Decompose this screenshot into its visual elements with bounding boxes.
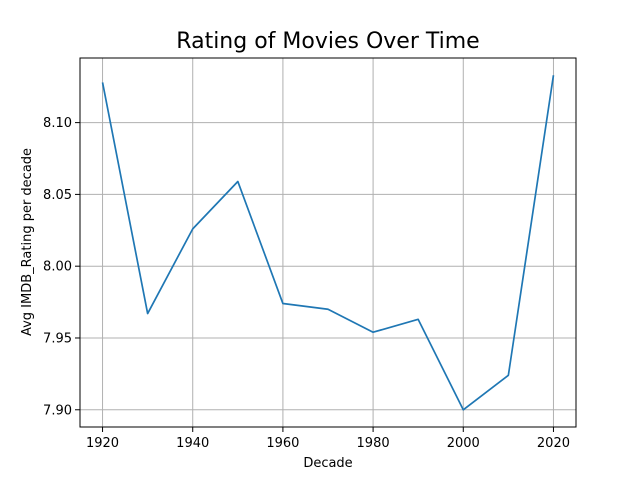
chart-title: Rating of Movies Over Time [176,29,479,54]
x-tick-label: 1960 [266,436,299,451]
x-axis-label: Decade [303,456,352,471]
y-tick-label: 8.10 [43,116,72,131]
y-tick-label: 8.05 [43,188,72,203]
y-tick-label: 8.00 [43,260,72,275]
x-tick-label: 1940 [176,436,209,451]
plot-area-frame [79,57,577,428]
y-axis-ticks: 7.90 7.95 8.00 8.05 8.10 [43,116,80,418]
x-tick-label: 1980 [357,436,390,451]
y-tick-label: 7.90 [43,403,72,418]
x-axis-ticks: 1920 1940 1960 1980 2000 2020 [86,427,570,451]
x-tick-label: 1920 [86,436,119,451]
series-line [101,75,555,411]
grid-lines [80,58,576,427]
x-tick-label: 2020 [537,436,570,451]
y-axis-label: Avg IMDB_Rating per decade [20,148,35,336]
y-tick-label: 7.95 [43,331,72,346]
series-layer [101,75,555,411]
x-tick-label: 2000 [447,436,480,451]
